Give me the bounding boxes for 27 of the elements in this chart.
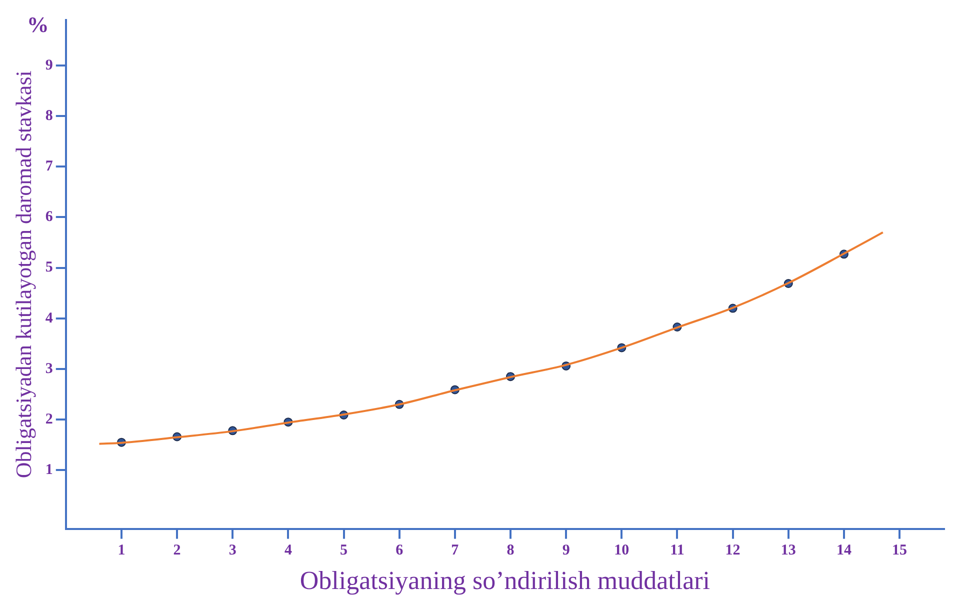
x-tick-label: 8 bbox=[506, 542, 514, 559]
x-tick-label: 3 bbox=[228, 542, 236, 559]
x-tick-label: 10 bbox=[614, 542, 630, 559]
text: % bbox=[26, 12, 49, 37]
x-tick-label: 5 bbox=[340, 542, 348, 559]
x-tick-label: 11 bbox=[670, 542, 684, 559]
y-tick-label: 2 bbox=[45, 411, 53, 428]
x-tick-label: 14 bbox=[836, 542, 852, 559]
y-tick-label: 5 bbox=[45, 260, 53, 276]
x-tick-label: 4 bbox=[284, 542, 292, 559]
x-tick-label: 9 bbox=[562, 542, 570, 559]
x-tick-label: 12 bbox=[725, 542, 740, 559]
y-tick-label: 1 bbox=[45, 462, 53, 478]
x-tick-label: 13 bbox=[780, 542, 796, 559]
y-tick-label: 6 bbox=[45, 209, 54, 226]
x-tick-label: 7 bbox=[451, 542, 460, 559]
x-tick-label: 15 bbox=[892, 542, 908, 559]
y-tick-label: 7 bbox=[45, 158, 54, 175]
y-axis-title: Obligatsiyadan kutilayotgan daromad stavkasi bbox=[10, 70, 36, 478]
x-axis-title: Obligatsiyaning so’ndirilish muddatlari bbox=[300, 566, 710, 596]
y-tick-label: 9 bbox=[45, 57, 53, 74]
x-tick-label: 6 bbox=[396, 542, 404, 559]
y-tick-label: 8 bbox=[45, 108, 53, 124]
x-tick-label: 2 bbox=[173, 542, 181, 559]
y-tick-label: 3 bbox=[45, 360, 53, 377]
x-tick-label: 1 bbox=[118, 542, 126, 559]
y-tick-label: 4 bbox=[45, 310, 54, 326]
